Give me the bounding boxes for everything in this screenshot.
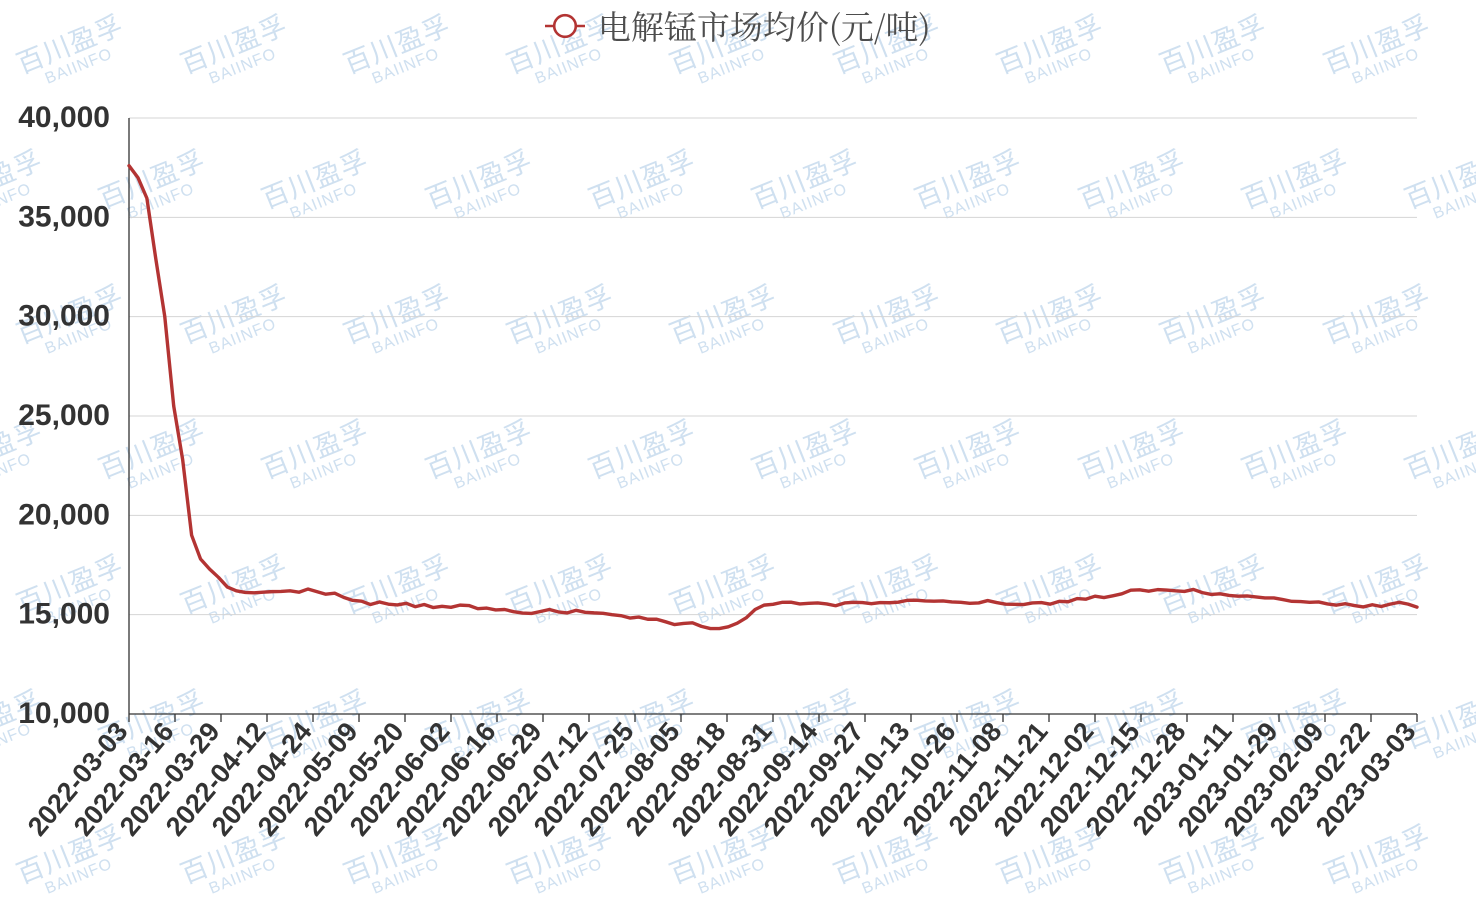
svg-text:10,000: 10,000	[18, 697, 110, 730]
svg-text:15,000: 15,000	[18, 598, 110, 631]
svg-text:40,000: 40,000	[18, 101, 110, 134]
svg-text:35,000: 35,000	[18, 200, 110, 233]
svg-text:25,000: 25,000	[18, 399, 110, 432]
svg-text:20,000: 20,000	[18, 498, 110, 531]
svg-text:30,000: 30,000	[18, 300, 110, 333]
